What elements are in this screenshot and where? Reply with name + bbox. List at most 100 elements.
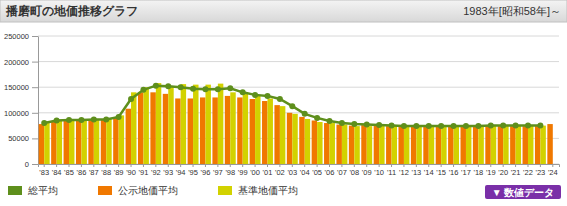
marker xyxy=(103,116,109,122)
x-tick-mark xyxy=(490,164,491,167)
bar xyxy=(416,126,421,164)
x-tick-label: '23 xyxy=(536,168,546,177)
x-tick-mark xyxy=(379,164,380,167)
x-tick-label: '96 xyxy=(201,168,211,177)
bar xyxy=(150,92,155,164)
bar xyxy=(113,118,118,164)
y-tick: 50000 xyxy=(8,134,38,143)
bar-series xyxy=(39,92,553,164)
bar xyxy=(280,106,285,164)
bar xyxy=(143,87,148,164)
marker xyxy=(116,114,122,120)
x-tick-mark xyxy=(193,164,194,167)
marker xyxy=(302,111,308,117)
marker xyxy=(128,96,134,102)
x-tick-mark xyxy=(465,164,466,167)
button-label[interactable]: ▼ 数値データ xyxy=(492,187,555,198)
x-tick-label: '99 xyxy=(238,168,248,177)
x-tick: '96 xyxy=(201,164,211,177)
x-tick-mark xyxy=(540,164,541,167)
x-tick-mark xyxy=(279,164,280,167)
x-tick-mark xyxy=(255,164,256,167)
bar xyxy=(436,127,441,164)
bar xyxy=(312,120,317,164)
y-tick-label: 250000 xyxy=(4,32,29,41)
x-tick-label: '08 xyxy=(349,168,359,177)
marker xyxy=(277,96,283,102)
x-tick: '84 xyxy=(52,164,62,177)
legend-label: 公示地価平均 xyxy=(118,185,178,196)
x-tick-mark xyxy=(81,164,82,167)
x-tick: '90 xyxy=(126,164,136,177)
marker xyxy=(54,117,60,123)
x-tick-label: '87 xyxy=(89,168,99,177)
bar xyxy=(138,92,143,164)
x-tick: '94 xyxy=(176,164,186,177)
y-tick-label: 100000 xyxy=(4,109,29,118)
marker xyxy=(78,117,84,123)
data-button[interactable]: ▼ 数値データ xyxy=(485,185,561,199)
x-tick-mark xyxy=(205,164,206,167)
x-tick: '22 xyxy=(523,164,533,177)
marker xyxy=(525,123,531,129)
x-tick-label: '20 xyxy=(498,168,508,177)
bar xyxy=(473,127,478,164)
x-tick-label: '03 xyxy=(287,168,297,177)
x-tick: '24 xyxy=(548,164,558,177)
bar xyxy=(454,126,459,164)
x-axis-line xyxy=(39,165,560,168)
legend-label: 総平均 xyxy=(27,185,58,196)
x-tick: '92 xyxy=(151,164,161,177)
legend-item: 公示地価平均 xyxy=(98,185,178,196)
marker xyxy=(475,123,481,129)
marker xyxy=(190,86,196,92)
markers xyxy=(41,83,543,129)
x-tick: '03 xyxy=(287,164,297,177)
button-bg[interactable] xyxy=(485,185,561,199)
marker xyxy=(289,103,295,109)
x-tick: '20 xyxy=(498,164,508,177)
bar xyxy=(528,126,533,164)
x-tick-mark xyxy=(354,164,355,167)
bar xyxy=(361,125,366,164)
bar xyxy=(299,117,304,164)
grid-line xyxy=(38,36,559,37)
bar xyxy=(485,126,490,164)
chart: 播磨町の地価推移グラフ1983年[昭和58年]～0500001000001500… xyxy=(0,0,567,206)
bar xyxy=(69,119,74,164)
bar-series xyxy=(44,83,546,164)
grid-line xyxy=(38,61,559,62)
x-tick-label: '01 xyxy=(263,168,273,177)
marker xyxy=(500,123,506,129)
marker xyxy=(140,87,146,93)
x-tick-mark xyxy=(44,164,45,167)
bar xyxy=(126,109,131,164)
bar xyxy=(267,98,272,164)
legend-item: 総平均 xyxy=(8,185,58,196)
bar xyxy=(225,96,230,164)
marker xyxy=(66,117,72,123)
x-tick-mark xyxy=(292,164,293,167)
x-tick-label: '89 xyxy=(114,168,124,177)
x-tick: '23 xyxy=(536,164,546,177)
bar xyxy=(230,92,235,164)
x-tick: '87 xyxy=(89,164,99,177)
x-tick-label: '11 xyxy=(387,168,396,177)
x-tick-mark xyxy=(527,164,528,167)
bar xyxy=(76,120,81,164)
x-tick: '13 xyxy=(411,164,421,177)
legend-swatch xyxy=(218,186,232,195)
x-tick: '21 xyxy=(511,164,521,177)
x-tick-label: '98 xyxy=(225,168,235,177)
x-tick-mark xyxy=(329,164,330,167)
marker xyxy=(401,123,407,129)
x-tick-mark xyxy=(441,164,442,167)
marker xyxy=(240,89,246,95)
header xyxy=(0,0,567,22)
y-tick: 100000 xyxy=(4,109,38,118)
bar xyxy=(287,113,292,164)
marker xyxy=(351,121,357,127)
bar xyxy=(330,123,335,164)
bar xyxy=(516,126,521,164)
grid-line xyxy=(38,87,559,88)
